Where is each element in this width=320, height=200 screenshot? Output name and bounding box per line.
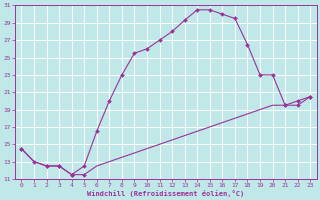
X-axis label: Windchill (Refroidissement éolien,°C): Windchill (Refroidissement éolien,°C) [87,190,244,197]
